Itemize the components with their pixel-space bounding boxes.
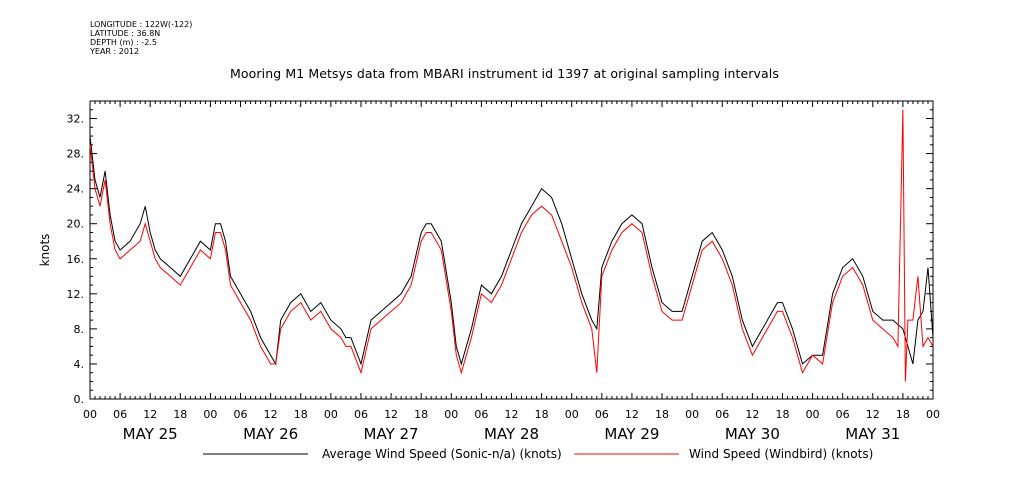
year-text: YEAR : 2012 [90, 47, 140, 56]
series-windbird-wind-speed-line [89, 109, 934, 382]
depth-text: DEPTH (m) : -2.5 [90, 38, 157, 47]
day-label: MAY 30 [725, 425, 780, 443]
y-tick-label: 24. [67, 183, 85, 196]
x-tick-label: 00 [806, 408, 820, 421]
x-tick-label: 18 [414, 408, 428, 421]
legend-label-average: Average Wind Speed (Sonic-n/a) (knots) [322, 447, 562, 461]
longitude-text: LONGITUDE : 122W(-122) [90, 20, 193, 29]
x-tick-label: 12 [505, 408, 519, 421]
x-tick-label: 12 [745, 408, 759, 421]
y-tick-label: 4. [74, 358, 85, 371]
y-axis-label: knots [38, 234, 52, 267]
x-tick-label: 00 [203, 408, 217, 421]
x-tick-label: 06 [113, 408, 127, 421]
x-tick-label: 00 [926, 408, 940, 421]
legend-label-windbird: Wind Speed (Windbird) (knots) [689, 447, 873, 461]
x-tick-label: 12 [384, 408, 398, 421]
x-tick-label: 12 [264, 408, 278, 421]
x-tick-label: 00 [444, 408, 458, 421]
day-label: MAY 25 [123, 425, 178, 443]
chart-title: Mooring M1 Metsys data from MBARI instru… [230, 66, 779, 81]
x-tick-label: 06 [354, 408, 368, 421]
x-tick-label: 18 [896, 408, 910, 421]
x-tick-label: 18 [655, 408, 669, 421]
y-tick-label: 32. [67, 113, 85, 126]
day-label: MAY 31 [845, 425, 900, 443]
x-tick-label: 06 [836, 408, 850, 421]
x-tick-label: 18 [775, 408, 789, 421]
x-tick-label: 18 [173, 408, 187, 421]
y-tick-label: 16. [67, 253, 85, 266]
x-tick-label: 06 [595, 408, 609, 421]
x-tick-label: 12 [866, 408, 880, 421]
x-tick-label: 06 [474, 408, 488, 421]
x-tick-label: 00 [83, 408, 97, 421]
x-tick-label: 00 [565, 408, 579, 421]
y-tick-label: 0. [74, 393, 85, 406]
x-tick-label: 06 [234, 408, 248, 421]
day-label: MAY 27 [364, 425, 419, 443]
series-average-wind-speed-line [89, 136, 934, 366]
day-label: MAY 28 [484, 425, 539, 443]
latitude-text: LATITUDE : 36.8N [90, 29, 161, 38]
metadata-block: LONGITUDE : 122W(-122) LATITUDE : 36.8N … [90, 20, 192, 56]
x-tick-label: 12 [625, 408, 639, 421]
x-tick-label: 18 [294, 408, 308, 421]
x-tick-label: 06 [715, 408, 729, 421]
y-tick-label: 20. [67, 218, 85, 231]
y-tick-label: 8. [74, 323, 85, 336]
x-tick-label: 00 [685, 408, 699, 421]
x-tick-label: 18 [535, 408, 549, 421]
y-tick-label: 28. [67, 148, 85, 161]
day-label: MAY 26 [243, 425, 298, 443]
y-tick-label: 12. [67, 288, 85, 301]
x-tick-label: 12 [143, 408, 157, 421]
x-tick-label: 00 [324, 408, 338, 421]
day-label: MAY 29 [604, 425, 659, 443]
